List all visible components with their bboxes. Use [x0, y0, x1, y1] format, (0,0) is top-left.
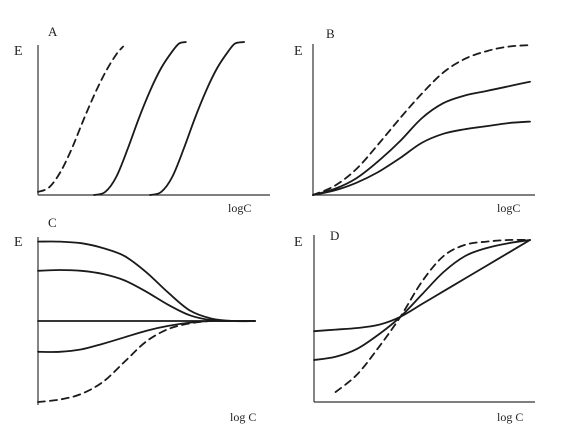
panel-d-xlabel: log C: [497, 410, 523, 424]
panel-b-curve-3: [312, 120, 531, 196]
panel-a: A E logC: [14, 24, 270, 215]
panel-d-label: D: [330, 228, 339, 243]
panel-c-curve-4: [37, 319, 256, 353]
panel-d-curve-1: [313, 239, 531, 333]
panel-a-curve-1: [37, 45, 124, 193]
panel-b-curve-2: [312, 80, 531, 196]
panel-d-ylabel: E: [294, 235, 303, 250]
panel-d: D E log C: [294, 228, 535, 424]
panel-b-curve-1: [312, 44, 531, 196]
panel-c-curve-2: [37, 269, 256, 322]
panel-a-xlabel: logC: [228, 201, 251, 215]
panel-d-curves: [313, 238, 531, 393]
panel-c-label: C: [48, 215, 57, 230]
panel-b-curves: [312, 44, 531, 196]
panel-d-curve-3: [334, 238, 531, 393]
panel-b: B E logC: [294, 26, 535, 215]
panel-a-label: A: [48, 24, 58, 39]
panel-c-ylabel: E: [14, 235, 23, 250]
panel-a-ylabel: E: [14, 44, 23, 59]
panel-c-curve-5: [37, 319, 256, 403]
panel-d-curve-2: [313, 239, 531, 361]
panel-a-curve-2: [93, 41, 187, 196]
panel-c-curves: [37, 240, 256, 403]
panel-a-curve-3: [149, 41, 245, 196]
panel-c-xlabel: log C: [230, 410, 256, 424]
panel-b-label: B: [326, 26, 335, 41]
panel-c-curve-1: [37, 240, 256, 323]
panel-c: C E log C: [14, 215, 256, 424]
panel-a-curves: [37, 41, 245, 196]
panel-b-xlabel: logC: [497, 201, 520, 215]
panel-b-ylabel: E: [294, 44, 303, 59]
